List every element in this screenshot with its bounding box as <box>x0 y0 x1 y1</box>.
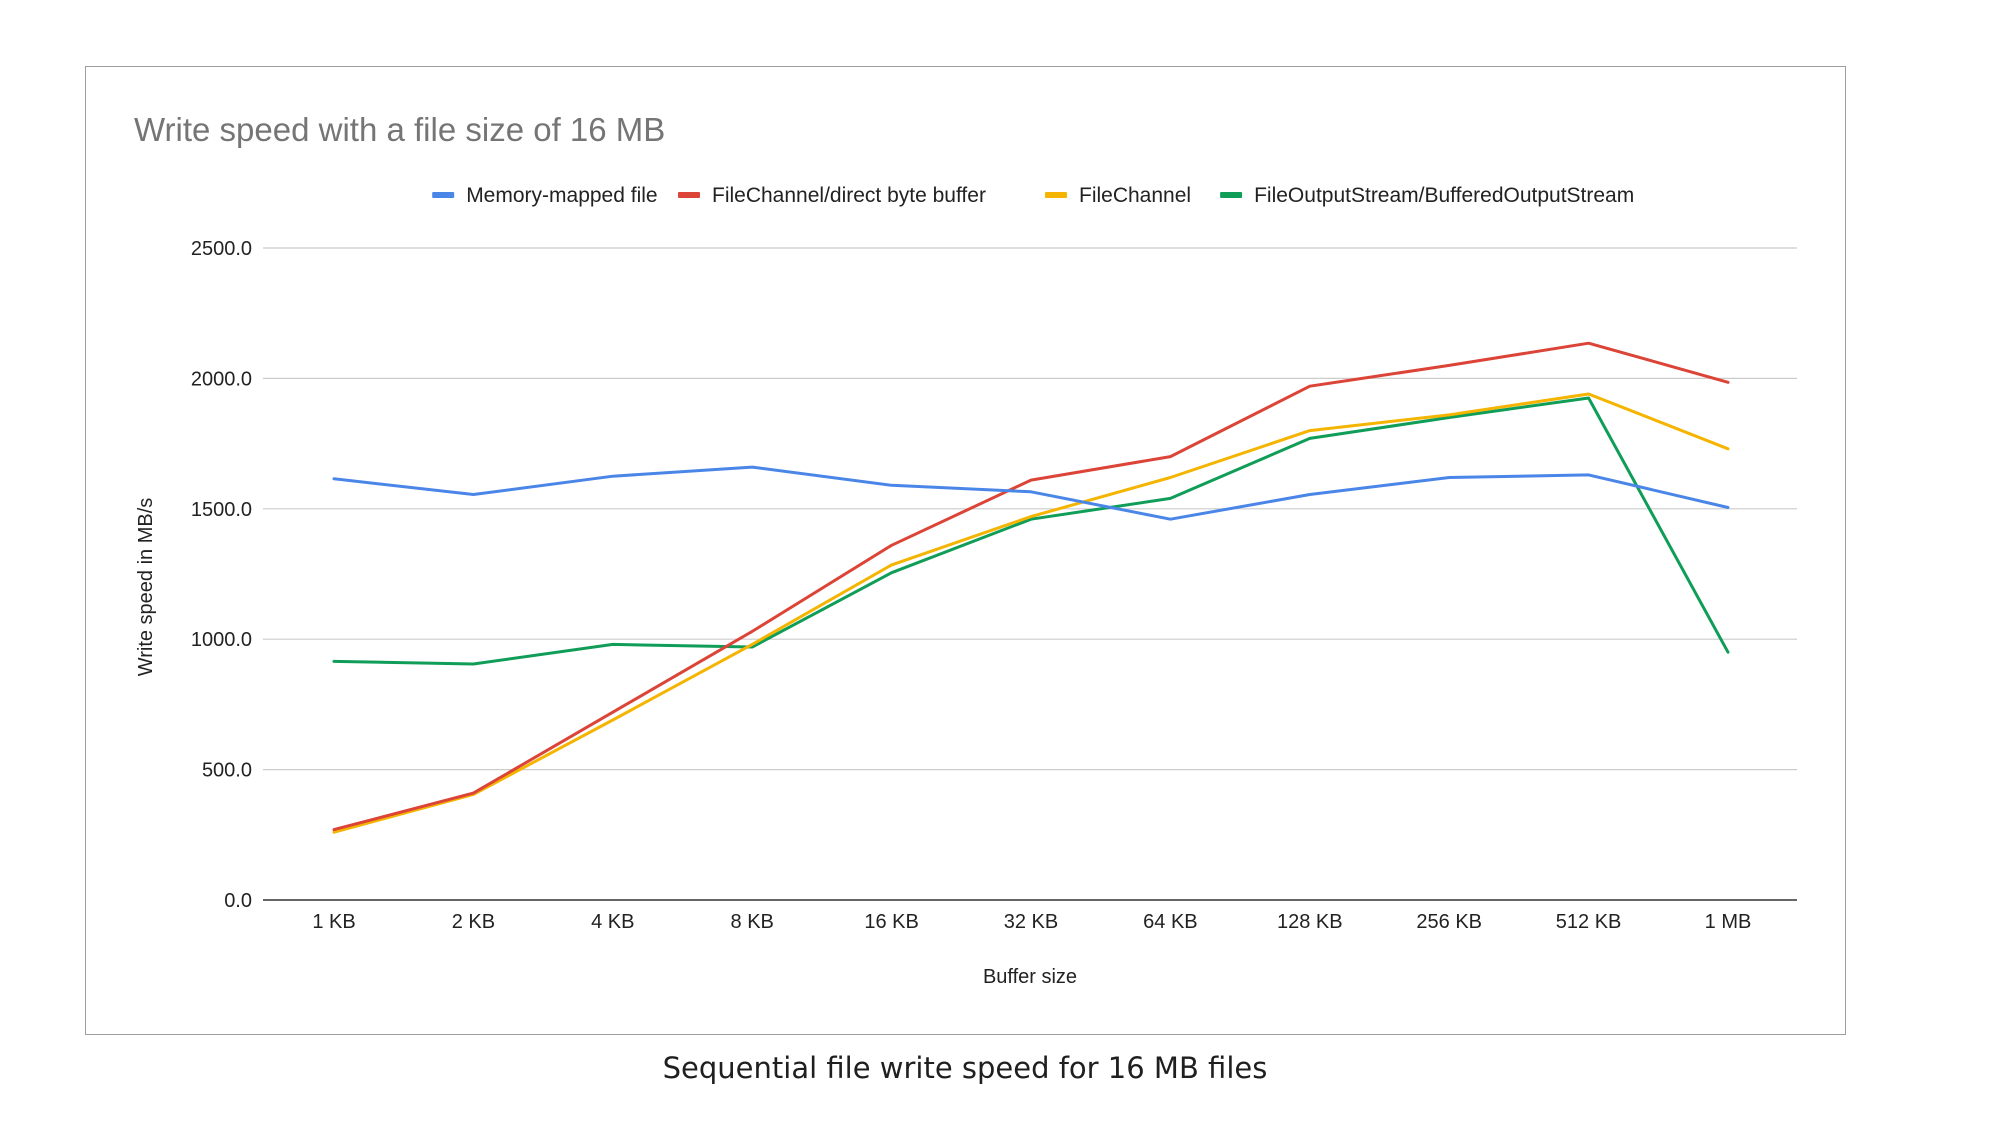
series-line-fileoutputstream-bufferedoutputstream <box>332 396 1730 666</box>
legend-swatch <box>432 192 455 198</box>
line-chart: Write speed with a file size of 16 MB Me… <box>134 111 1797 988</box>
x-tick-label: 1 MB <box>1705 911 1752 933</box>
series-line-filechannel <box>332 392 1730 834</box>
series-line-filechannel-direct-byte-buffer <box>332 341 1730 832</box>
y-axis-tick-labels: 0.0 500.0 1000.0 1500.0 2000.0 2500.0 <box>191 238 252 912</box>
legend-label: Memory-mapped file <box>466 184 657 207</box>
x-tick-label: 64 KB <box>1143 911 1197 933</box>
x-axis-tick-labels: 1 KB 2 KB 4 KB 8 KB 16 KB 32 KB 64 KB 128 KB 256… <box>312 911 1751 933</box>
chart-title: Write speed with a file size of 16 MB <box>134 111 665 148</box>
y-tick-label: 2500.0 <box>191 238 252 260</box>
chart-series <box>332 341 1730 834</box>
legend-swatch <box>1045 192 1067 198</box>
y-tick-label: 1500.0 <box>191 499 252 521</box>
figure-caption: Sequential file write speed for 16 MB fi… <box>662 1051 1268 1085</box>
x-tick-label: 16 KB <box>864 911 918 933</box>
chart-gridlines <box>263 247 1797 771</box>
chart-frame: Write speed with a file size of 16 MB Me… <box>85 66 1846 1035</box>
legend-swatch <box>678 192 700 198</box>
x-tick-label: 512 KB <box>1556 911 1622 933</box>
x-tick-label: 2 KB <box>452 911 495 933</box>
chart-legend: Memory-mapped file FileChannel/direct byt… <box>432 184 1634 207</box>
x-tick-label: 4 KB <box>591 911 634 933</box>
legend-label: FileOutputStream/BufferedOutputStream <box>1254 184 1634 207</box>
x-tick-label: 128 KB <box>1277 911 1343 933</box>
x-axis-title: Buffer size <box>983 966 1077 988</box>
y-tick-label: 2000.0 <box>191 368 252 390</box>
y-tick-label: 500.0 <box>202 760 252 782</box>
y-tick-label: 0.0 <box>224 890 252 912</box>
y-tick-label: 1000.0 <box>191 629 252 651</box>
series-line-memory-mapped-file <box>332 465 1730 521</box>
y-axis-title: Write speed in MB/s <box>135 498 157 677</box>
x-tick-label: 8 KB <box>731 911 774 933</box>
legend-swatch <box>1220 192 1243 198</box>
legend-label: FileChannel/direct byte buffer <box>712 184 986 207</box>
x-tick-label: 32 KB <box>1004 911 1058 933</box>
x-tick-label: 256 KB <box>1416 911 1482 933</box>
x-tick-label: 1 KB <box>312 911 355 933</box>
legend-label: FileChannel <box>1079 184 1191 207</box>
